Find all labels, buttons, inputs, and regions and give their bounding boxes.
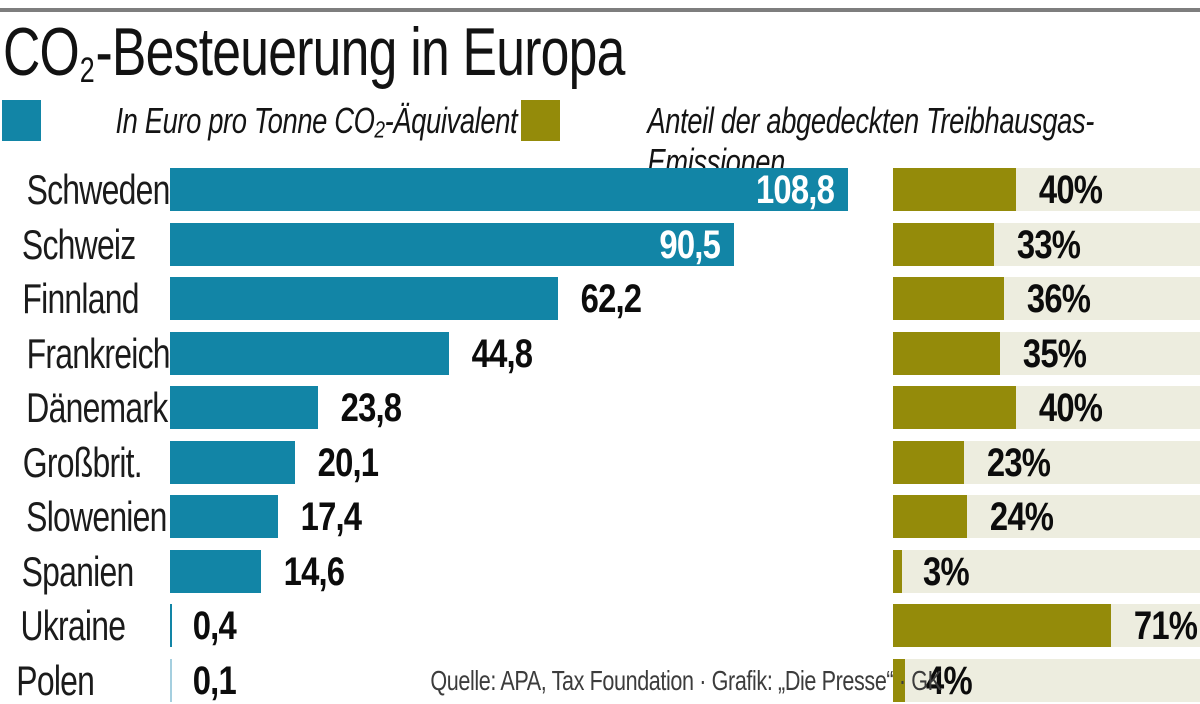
- chart-rows: Schweden 108,8 40% Schweiz 90,5 33% Finn…: [0, 166, 1200, 704]
- tax-bar: [170, 168, 848, 211]
- tax-bar: [170, 386, 318, 429]
- tax-value-label: 0,4: [192, 604, 237, 648]
- chart-row: Schweden 108,8 40%: [0, 166, 1200, 213]
- tax-value-label: 44,8: [471, 331, 533, 376]
- emissions-value-label: 33%: [1016, 222, 1081, 267]
- tax-value-label: 14,6: [283, 549, 345, 594]
- emissions-track: [893, 604, 1200, 647]
- country-label: Schweiz: [21, 220, 136, 268]
- tax-bar: [170, 549, 261, 593]
- emissions-bar: [893, 440, 964, 484]
- emissions-track: [893, 658, 1200, 702]
- tax-value-label: 23,8: [340, 386, 402, 430]
- chart-row: Slowenien 17,4 24%: [0, 493, 1200, 540]
- emissions-value-label: 35%: [1022, 331, 1087, 376]
- tax-bar: [170, 658, 172, 702]
- country-label: Spanien: [21, 547, 135, 595]
- emissions-value-label: 23%: [986, 440, 1051, 485]
- tax-bar: [170, 222, 734, 266]
- emissions-track: [893, 168, 1200, 211]
- emissions-bar: [893, 277, 1004, 320]
- chart-row: Ukraine 0,4 71%: [0, 602, 1200, 649]
- country-label: Dänemark: [26, 384, 168, 431]
- emissions-value-label: 71%: [1133, 604, 1198, 648]
- emissions-track: [893, 549, 1200, 593]
- chart-row: Schweiz 90,5 33%: [0, 220, 1200, 268]
- emissions-bar: [893, 658, 905, 702]
- tax-value-label: 0,1: [192, 658, 237, 703]
- title-subscript: 2: [79, 51, 95, 91]
- tax-value-label: 17,4: [300, 495, 362, 539]
- title-co: CO: [3, 14, 80, 90]
- emissions-track: [893, 386, 1200, 429]
- country-label: Finnland: [22, 275, 139, 322]
- emissions-bar: [893, 168, 1016, 211]
- tax-bar: [170, 440, 295, 484]
- chart-row: Spanien 14,6 3%: [0, 547, 1200, 595]
- tax-value-label: 20,1: [317, 440, 379, 485]
- country-label: Großbrit.: [22, 438, 143, 486]
- country-label: Slowenien: [26, 493, 167, 540]
- emissions-track: [893, 440, 1200, 484]
- emissions-value-label: 4%: [926, 658, 973, 703]
- title-rest: -Besteuerung in Europa: [95, 14, 625, 90]
- emissions-track: [893, 495, 1200, 538]
- emissions-bar: [893, 604, 1111, 647]
- emissions-track: [893, 331, 1200, 375]
- legend-swatch-tax: [2, 100, 41, 141]
- chart-row: Dänemark 23,8 40%: [0, 384, 1200, 431]
- tax-bar: [170, 277, 558, 320]
- emissions-bar: [893, 495, 967, 538]
- legend-label-emissions: Anteil der abgedeckten Treibhausgas-Emis…: [647, 100, 1095, 182]
- legend: In Euro pro Tonne CO₂-Äquivalent Anteil …: [0, 100, 1200, 182]
- tax-value-label: 90,5: [659, 222, 720, 267]
- country-label: Ukraine: [20, 602, 126, 649]
- emissions-bar: [893, 386, 1016, 429]
- tax-bar: [170, 604, 172, 647]
- emissions-bar: [893, 222, 994, 266]
- chart-title: CO2-Besteuerung in Europa: [3, 18, 625, 88]
- emissions-track: [893, 222, 1200, 266]
- emissions-bar: [893, 549, 902, 593]
- country-label: Frankreich: [26, 329, 171, 377]
- emissions-value-label: 40%: [1038, 168, 1103, 212]
- tax-value-label: 108,8: [756, 168, 835, 212]
- chart-row: Finnland 62,2 36%: [0, 275, 1200, 322]
- country-label: Schweden: [26, 166, 171, 213]
- tax-bar: [170, 495, 278, 538]
- source-note: Quelle: APA, Tax Foundation · Grafik: „D…: [430, 665, 942, 696]
- top-divider: [0, 8, 1200, 12]
- legend-label-tax: In Euro pro Tonne CO₂-Äquivalent: [115, 100, 518, 141]
- chart-row: Frankreich 44,8 35%: [0, 329, 1200, 377]
- country-label: Polen: [16, 656, 95, 704]
- legend-swatch-emissions: [521, 100, 560, 141]
- chart-row: Großbrit. 20,1 23%: [0, 438, 1200, 486]
- tax-value-label: 62,2: [580, 277, 642, 321]
- emissions-value-label: 36%: [1026, 277, 1091, 321]
- tax-bar: [170, 331, 449, 375]
- emissions-value-label: 24%: [989, 495, 1054, 539]
- emissions-track: [893, 277, 1200, 320]
- emissions-value-label: 40%: [1038, 386, 1103, 430]
- emissions-bar: [893, 331, 1000, 375]
- emissions-value-label: 3%: [923, 549, 970, 594]
- chart-row: Polen 0,1 4%: [0, 656, 1200, 704]
